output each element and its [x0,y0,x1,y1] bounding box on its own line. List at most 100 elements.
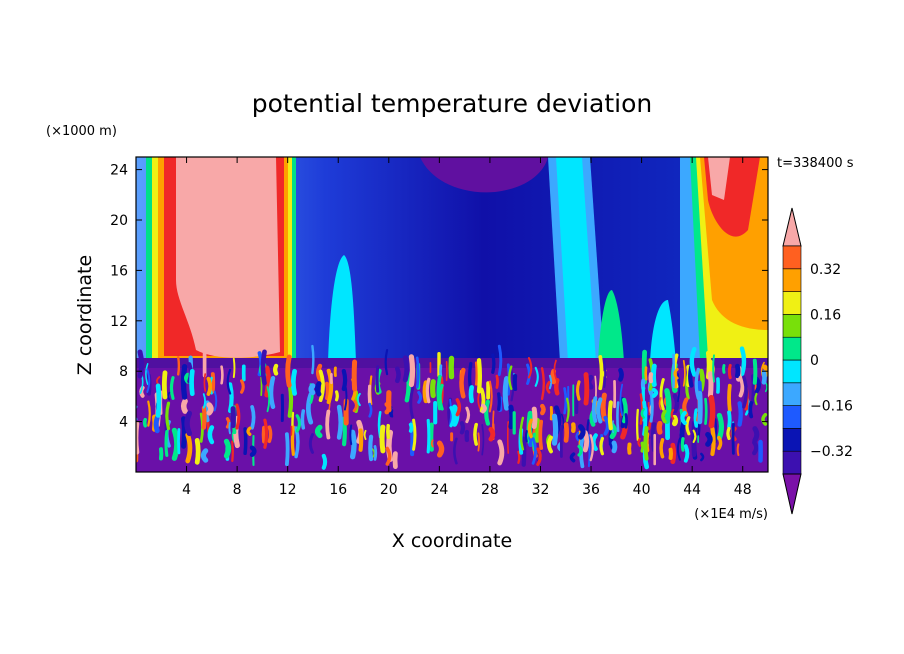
turbulence-stroke [240,379,245,394]
turbulence-stroke [311,344,315,375]
turbulence-stroke [206,376,213,396]
turbulence-stroke [521,436,527,467]
heatmap-field [136,157,768,472]
turbulence-stroke [356,392,361,407]
turbulence-stroke [408,422,414,433]
turbulence-stroke [575,380,581,401]
x-axis: 4 8 12 16 20 24 28 32 36 40 44 48 [182,157,752,498]
turbulence-stroke [554,377,560,396]
turbulence-stroke [495,374,499,389]
turbulence-stroke [649,390,654,423]
turbulence-stroke [409,386,415,421]
turbulence-stroke [524,430,528,443]
turbulence-stroke [185,432,193,464]
turbulence-stroke [375,365,380,393]
turbulence-stroke [300,409,306,430]
turbulence-stroke [596,397,603,424]
turbulence-stroke [737,401,743,427]
y-axis: 4 8 12 16 20 24 [110,163,768,431]
turbulence-stroke [651,387,659,398]
turbulence-stroke [169,376,175,400]
turbulence-stroke [651,363,657,388]
turbulence-stroke [200,448,209,463]
turbulence-stroke [341,368,348,392]
colorbar: 0.32 0.16 0 −0.16 −0.32 [782,207,853,515]
turbulence-stroke [616,401,620,433]
turbulence-stroke [308,383,316,396]
left-column-core [176,157,280,358]
turbulence-stroke [368,402,373,418]
turbulence-stroke [287,381,294,418]
turbulence-stroke [589,434,594,462]
turbulence-stroke [488,426,496,442]
turbulence-stroke [290,425,296,456]
colorbar-box [782,291,802,315]
colorbar-tick-label: 0.32 [810,262,841,278]
turbulence-stroke [477,432,480,452]
turbulence-stroke [177,356,181,376]
turbulence-stroke [263,418,269,449]
turbulence-stroke [710,426,716,457]
x-tick-label: 36 [582,482,600,498]
turbulence-stroke [430,439,434,448]
turbulence-stroke [250,405,256,430]
turbulence-stroke [705,431,713,447]
colorbar-box [782,428,802,452]
turbulence-stroke [742,375,748,409]
turbulence-stroke [306,392,314,425]
turbulence-stroke [754,376,761,394]
turbulence-stroke [488,380,493,413]
turbulence-stroke [534,366,539,387]
colorbar-max-arrow [782,207,802,247]
turbulence-stroke [417,390,423,404]
turbulence-stroke [635,408,639,442]
turbulence-stroke [481,403,487,414]
turbulence-stroke [683,444,690,463]
turbulence-stroke [325,409,331,440]
turbulence-stroke [531,437,537,465]
turbulence-stroke [764,381,768,393]
turbulence-stroke [754,392,758,406]
turbulence-stroke [373,445,378,461]
turbulence-stroke [146,368,151,393]
turbulence-stroke [207,425,215,445]
colorbar-tick-label: 0.16 [810,307,841,323]
turbulence-stroke [563,387,568,415]
turbulence-stroke [528,435,535,448]
turbulence-stroke [171,427,180,461]
turbulence-stroke [165,401,171,431]
turbulence-stroke [761,370,767,385]
turbulence-stroke [752,426,760,443]
turbulence-stroke [618,367,624,382]
cyan-plume-3 [650,300,676,362]
turbulence-stroke [264,365,271,398]
turbulence-stroke [671,414,679,427]
turbulence-stroke [677,373,681,402]
turbulence-stroke [569,452,576,463]
cyan-plume-1 [328,255,356,362]
turbulence-stroke [223,438,232,459]
turbulence-stroke [727,410,732,429]
y-tick-label: 16 [110,263,128,279]
turbulence-stroke [712,354,715,383]
turbulence-stroke [547,435,553,454]
turbulence-stroke [180,398,188,414]
turbulence-stroke [273,363,279,376]
turbulence-stroke [661,409,667,424]
turbulence-stroke [680,437,685,452]
turbulence-stroke [481,423,485,456]
y-axis-label: Z coordinate [74,255,96,375]
turbulence-stroke [335,390,339,402]
turbulence-stroke [692,429,697,444]
turbulence-stroke [685,416,691,436]
colorbar-box [782,450,802,475]
turbulence-stroke [402,355,410,383]
turbulence-stroke [449,398,452,425]
plot-frame [135,156,769,473]
turbulence-stroke [326,368,334,405]
turbulence-stroke [476,358,482,394]
turbulence-stroke [583,372,590,406]
x-tick-label: 12 [279,482,297,498]
turbulence-stroke [714,418,718,444]
